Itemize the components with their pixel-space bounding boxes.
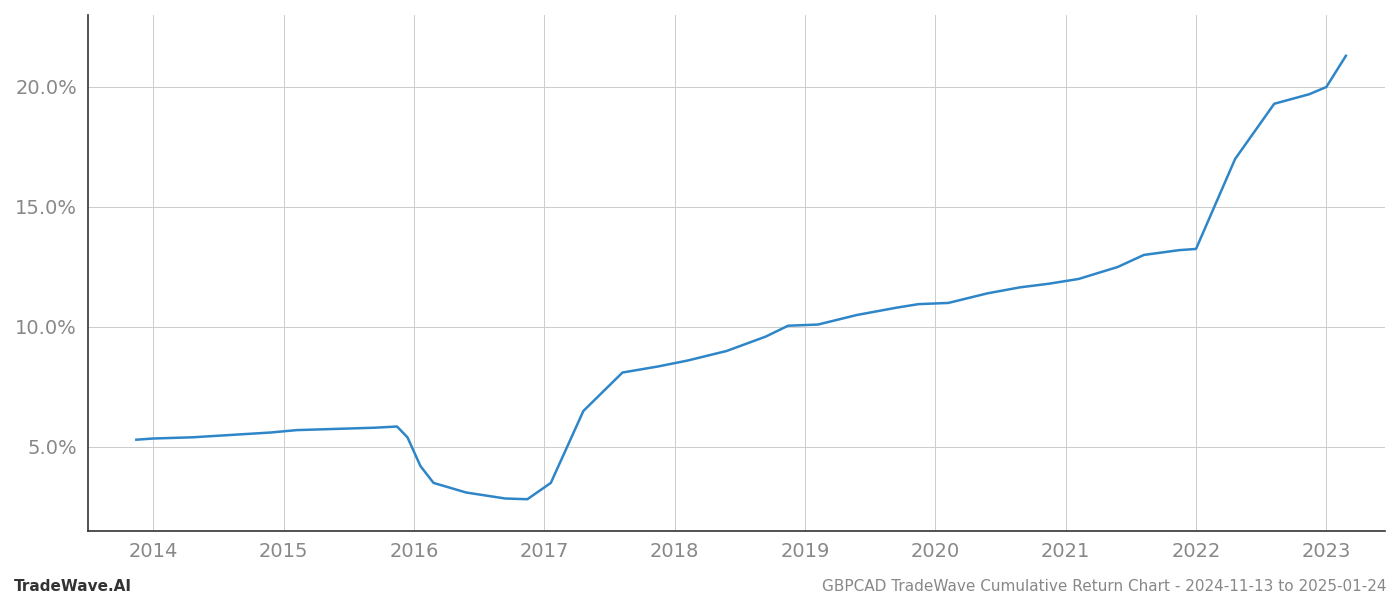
Text: GBPCAD TradeWave Cumulative Return Chart - 2024-11-13 to 2025-01-24: GBPCAD TradeWave Cumulative Return Chart… bbox=[822, 579, 1386, 594]
Text: TradeWave.AI: TradeWave.AI bbox=[14, 579, 132, 594]
